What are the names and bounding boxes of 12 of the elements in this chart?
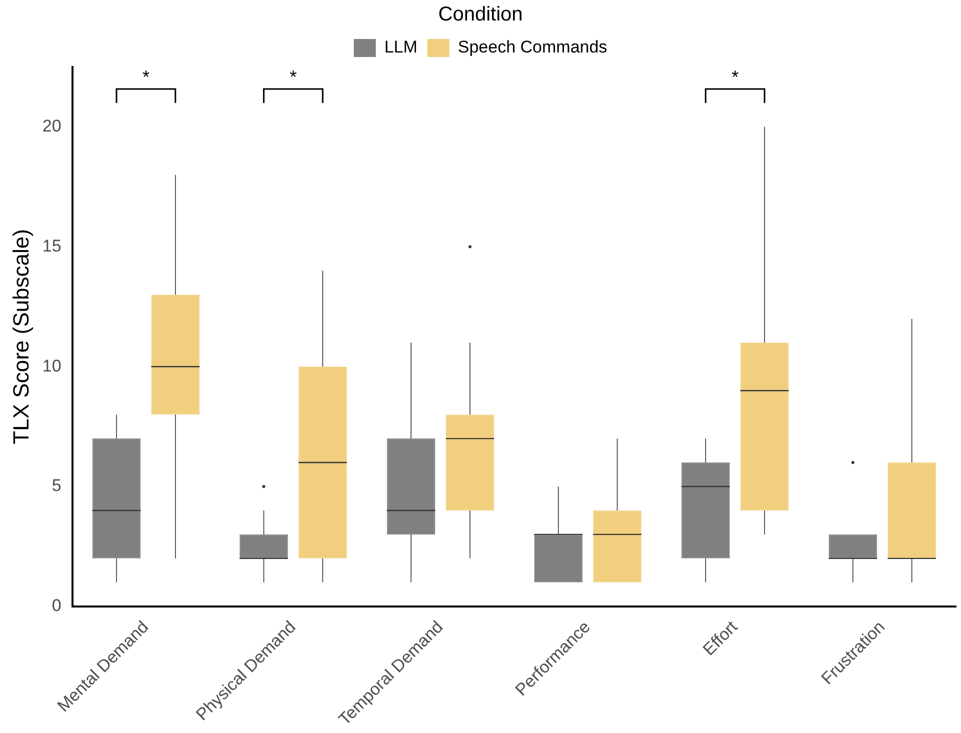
legend-title: Condition bbox=[438, 4, 523, 26]
legend-label: Speech Commands bbox=[458, 38, 608, 57]
y-tick-label: 10 bbox=[42, 356, 62, 376]
annotation: * bbox=[290, 66, 297, 87]
y-tick-label: 20 bbox=[42, 116, 62, 136]
y-tick-label: 0 bbox=[52, 596, 62, 616]
y-axis-title: TLX Score (Subscale) bbox=[8, 229, 34, 444]
y-tick-label: 5 bbox=[52, 476, 62, 496]
annotation: * bbox=[732, 66, 739, 87]
legend-label: LLM bbox=[384, 38, 418, 57]
annotation: * bbox=[142, 66, 150, 87]
y-tick-label: 15 bbox=[42, 236, 62, 256]
